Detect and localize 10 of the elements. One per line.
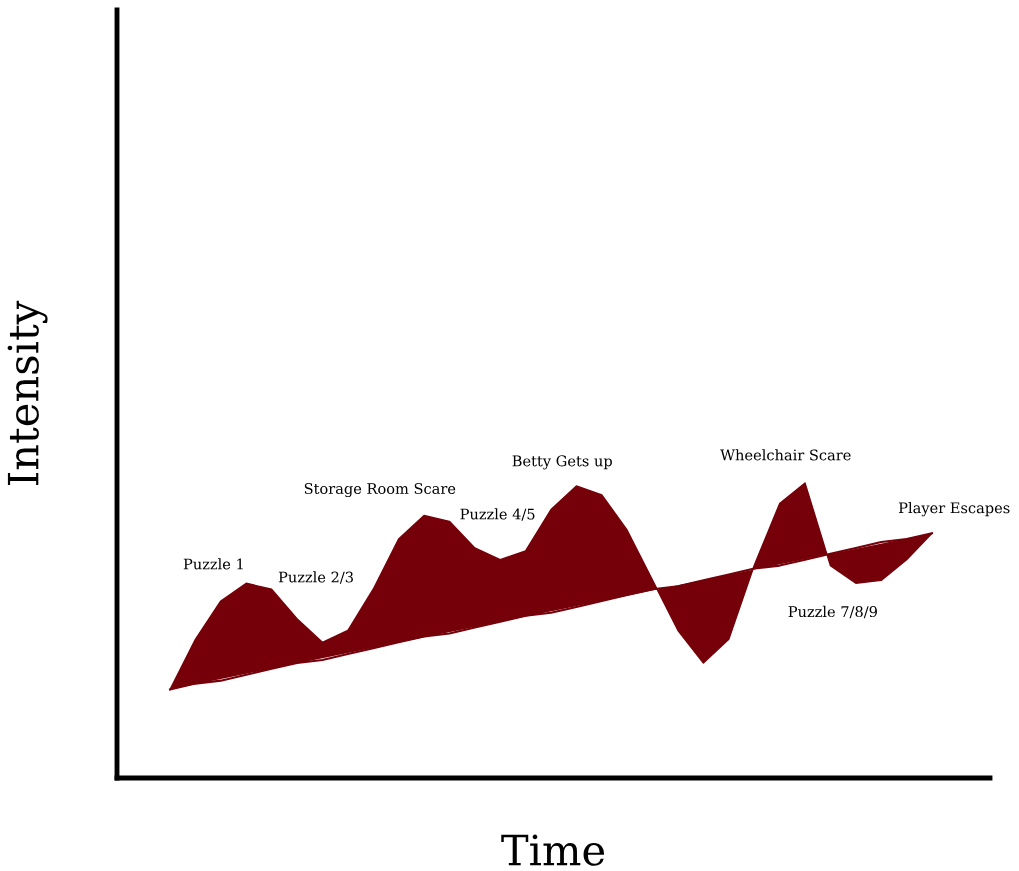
annotation: Storage Room Scare: [304, 482, 456, 498]
annotation: Puzzle 1: [183, 558, 243, 570]
annotation: Puzzle 7/8/9: [788, 605, 877, 619]
x-axis-title: Time: [501, 834, 605, 866]
y-axis-title: Intensity: [7, 300, 48, 485]
text: Wheelchair Scare: [720, 449, 851, 461]
annotation: Player Escapes: [898, 502, 1010, 517]
annotation: Puzzle 2/3: [278, 571, 353, 584]
text: Betty Gets up: [512, 455, 612, 470]
annotation: Puzzle 4/5: [460, 508, 535, 521]
